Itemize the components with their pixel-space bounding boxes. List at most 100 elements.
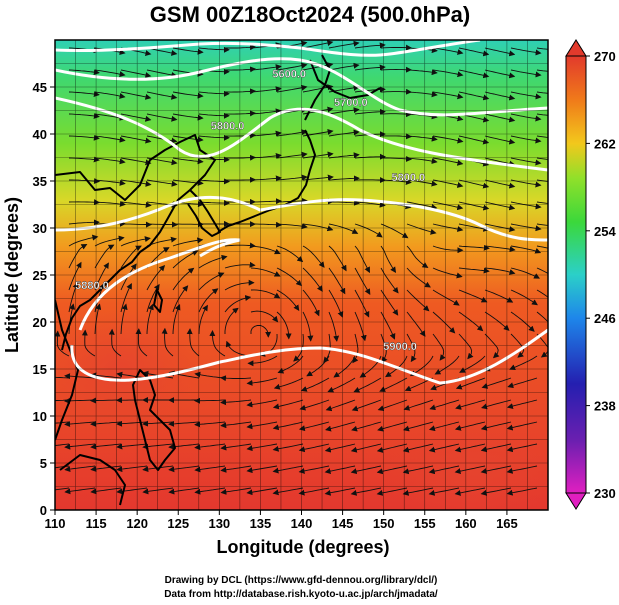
streamline: [432, 47, 464, 55]
coast-korea: [187, 189, 221, 237]
coast-philippines: [132, 369, 176, 471]
streamline: [458, 201, 490, 211]
streamline: [406, 267, 431, 288]
streamline: [302, 245, 325, 268]
streamline: [406, 223, 437, 235]
y-tick-label: 20: [33, 315, 47, 330]
streamline: [94, 157, 126, 165]
streamline: [224, 307, 239, 334]
credit-dcl: Drawing by DCL (https://www.gfd-dennou.o…: [165, 575, 438, 586]
streamline: [194, 371, 226, 379]
streamline: [536, 201, 548, 204]
streamline: [510, 47, 542, 56]
streamline: [484, 223, 516, 233]
x-tick-label: 160: [455, 516, 477, 531]
streamline: [302, 223, 334, 232]
streamline: [455, 399, 486, 410]
streamline: [458, 289, 488, 303]
streamline: [120, 303, 128, 335]
x-tick-label: 125: [167, 516, 189, 531]
streamline: [510, 91, 542, 100]
streamline: [536, 113, 548, 116]
streamline: [325, 399, 356, 412]
streamline: [458, 267, 490, 274]
streamline: [354, 108, 386, 115]
streamline: [55, 330, 70, 357]
streamline: [506, 443, 538, 453]
streamline: [55, 376, 70, 379]
x-tick-label: 140: [291, 516, 313, 531]
streamline: [94, 200, 126, 207]
streamline: [380, 88, 412, 95]
streamline: [250, 64, 282, 71]
streamline: [250, 267, 281, 277]
streamline: [380, 111, 412, 118]
streamline: [120, 236, 151, 247]
streamline: [276, 267, 302, 287]
streamline: [402, 443, 434, 453]
streamline: [354, 267, 371, 295]
contour-5880: [55, 195, 548, 242]
streamline: [272, 465, 304, 474]
streamline: [506, 465, 538, 474]
streamline: [324, 465, 356, 475]
streamline: [172, 303, 181, 335]
streamline: [276, 174, 308, 181]
coast-taiwan: [153, 289, 163, 313]
streamline: [406, 69, 438, 76]
streamline: [172, 91, 204, 99]
streamline: [246, 465, 278, 474]
streamline: [506, 399, 538, 410]
streamline: [146, 135, 178, 144]
x-tick-label: 155: [414, 516, 436, 531]
streamline: [380, 333, 388, 364]
streamline: [454, 487, 486, 496]
streamline: [246, 399, 278, 408]
streamline: [351, 421, 382, 432]
colorbar-tick-label: 262: [594, 136, 616, 151]
streamline: [298, 443, 330, 453]
streamline: [510, 245, 542, 254]
warm-anomaly: [55, 310, 200, 430]
streamline: [194, 487, 226, 495]
y-axis-label: Latitude (degrees): [2, 197, 22, 353]
streamline: [302, 267, 323, 292]
streamline: [510, 267, 540, 279]
streamline: [68, 156, 100, 163]
streamline: [194, 397, 226, 404]
streamline: [194, 443, 226, 451]
streamline: [484, 91, 516, 101]
streamline: [376, 487, 408, 496]
streamline: [68, 134, 100, 141]
streamline: [68, 261, 82, 291]
streamline: [458, 311, 484, 332]
streamline: [510, 311, 535, 332]
colorbar-ticks: 230 238 246 254 262 270: [586, 49, 616, 501]
streamline: [328, 289, 344, 318]
streamline: [380, 66, 412, 73]
streamline: [146, 113, 178, 122]
contour-5600: [55, 40, 481, 57]
streamline: [536, 223, 548, 226]
streamline: [94, 235, 125, 247]
streamline: [146, 303, 154, 335]
streamline: [94, 91, 126, 99]
streamline: [510, 113, 542, 122]
streamline: [328, 107, 360, 115]
chart-title: GSM 00Z18Oct2024 (500.0hPa): [150, 2, 470, 27]
streamline: [432, 69, 464, 78]
streamline: [484, 113, 516, 123]
colorbar-tick-label: 270: [594, 49, 616, 64]
geopotential-contours: [55, 40, 548, 385]
streamline: [354, 64, 386, 71]
streamline: [481, 399, 512, 410]
streamline: [142, 465, 174, 473]
streamline: [120, 113, 152, 122]
streamline: [298, 465, 330, 474]
streamline: [172, 113, 204, 121]
coastlines: [55, 54, 381, 506]
streamline: [458, 244, 490, 251]
streamline: [94, 262, 109, 291]
streamline: [428, 421, 460, 432]
colorbar-tick-label: 246: [594, 311, 616, 326]
